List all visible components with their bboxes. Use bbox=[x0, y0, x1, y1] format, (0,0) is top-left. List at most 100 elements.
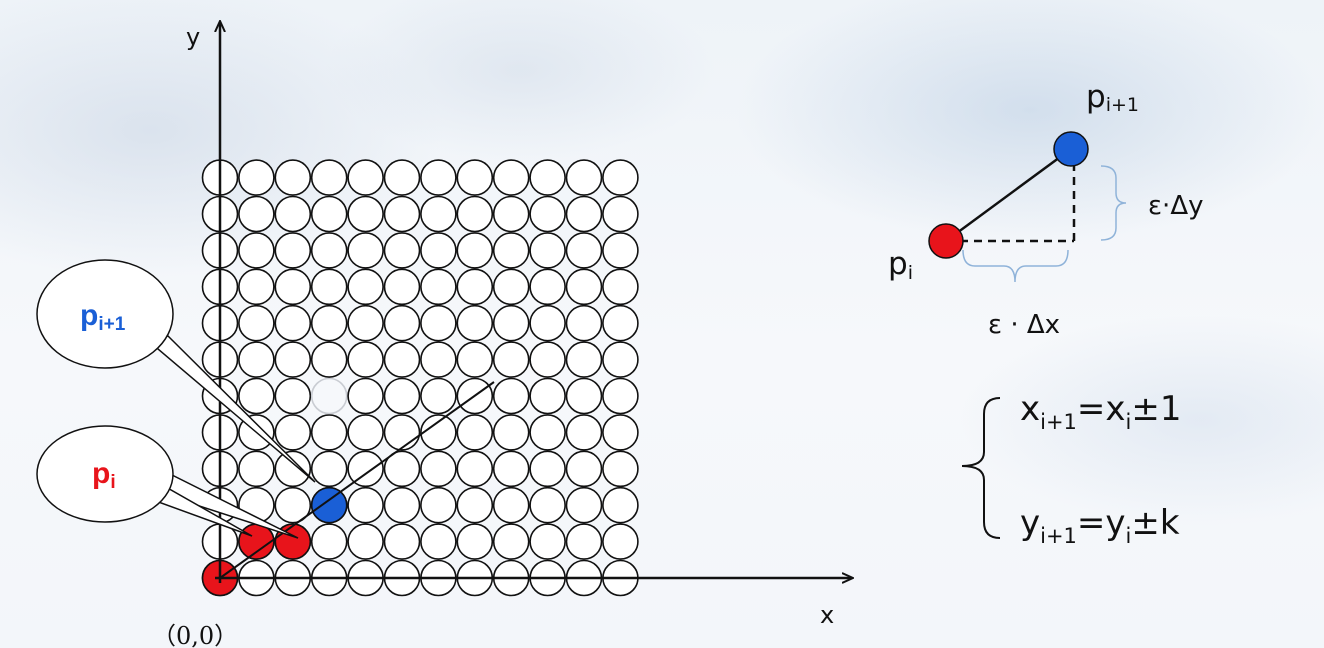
grid-pixel-circle bbox=[420, 232, 457, 269]
callout-p-i: pi bbox=[36, 425, 299, 539]
grid-pixel-circle bbox=[383, 304, 421, 342]
grid-pixel-circle bbox=[310, 195, 348, 233]
grid-pixel-circle bbox=[347, 450, 384, 488]
inset-p-i-sub: i bbox=[908, 262, 913, 284]
grid-pixel-circle bbox=[602, 304, 639, 342]
equation-x: xi+1=xi±1 bbox=[1020, 389, 1182, 434]
pixel-grid bbox=[201, 159, 639, 597]
grid-pixel-circle bbox=[383, 232, 421, 269]
grid-pixel-circle bbox=[565, 486, 603, 524]
equation-x-lhs-sub: i+1 bbox=[1040, 410, 1077, 434]
inset-p-i-base: p bbox=[888, 246, 908, 282]
inset-p-i-label: pi bbox=[888, 246, 913, 284]
equation-x-eq: =x bbox=[1077, 389, 1126, 429]
grid-pixel-circle bbox=[492, 450, 530, 488]
grid-pixel-circle bbox=[456, 341, 494, 378]
grid-pixel-circle bbox=[492, 377, 530, 415]
grid-pixel-circle bbox=[347, 159, 384, 196]
grid-pixel-circle bbox=[310, 341, 348, 378]
grid-pixel-circle bbox=[238, 195, 275, 233]
equation-x-rhs-sub: i bbox=[1126, 410, 1132, 434]
grid-pixel-circle bbox=[492, 523, 530, 560]
grid-pixel-circle bbox=[238, 377, 275, 415]
grid-pixel-circle bbox=[420, 195, 457, 233]
callout-p-i-plus-1-base: p bbox=[80, 299, 98, 332]
equation-y-lhs: y bbox=[1020, 503, 1040, 543]
step-inset: pi+1 pi ε·Δy ε · Δx bbox=[888, 79, 1204, 340]
grid-pixel-circle bbox=[420, 523, 457, 560]
grid-pixel-circle bbox=[383, 159, 421, 196]
grid-pixel-circle bbox=[310, 450, 348, 488]
grid-pixel-circle bbox=[383, 377, 421, 415]
grid-pixel-circle bbox=[565, 377, 603, 415]
callout-p-i-plus-1-sub: i+1 bbox=[98, 314, 125, 335]
grid-pixel-circle bbox=[529, 195, 566, 233]
x-axis-label: x bbox=[820, 601, 834, 629]
grid-pixel-circle bbox=[238, 268, 275, 306]
dx-brace bbox=[962, 249, 1069, 283]
grid-pixel-circle bbox=[274, 304, 312, 342]
grid-pixel-circle bbox=[310, 268, 348, 306]
grid-pixel-circle bbox=[529, 159, 566, 196]
grid-pixel-circle bbox=[420, 414, 457, 451]
inset-p-i-plus-1-point bbox=[1053, 131, 1089, 167]
grid-pixel-circle bbox=[383, 195, 421, 233]
grid-pixel-circle bbox=[529, 304, 566, 342]
grid-pixel-circle bbox=[274, 450, 312, 488]
inset-p-i-point bbox=[928, 223, 964, 259]
equation-y-eq: =y bbox=[1077, 503, 1126, 543]
grid-pixel-circle bbox=[529, 377, 566, 415]
equation-x-tail: ±1 bbox=[1131, 389, 1181, 429]
grid-pixel-circle bbox=[492, 341, 530, 378]
equation-y-lhs-sub: i+1 bbox=[1040, 524, 1077, 548]
grid-pixel-circle bbox=[383, 268, 421, 306]
grid-pixel-circle bbox=[310, 377, 348, 415]
line-segment bbox=[219, 381, 495, 579]
grid-pixel-circle bbox=[238, 232, 275, 269]
grid-pixel-circle bbox=[492, 232, 530, 269]
dy-label: ε·Δy bbox=[1148, 191, 1204, 221]
grid-pixel-circle bbox=[602, 414, 639, 451]
grid-pixel-circle bbox=[347, 304, 384, 342]
origin-label: （0,0） bbox=[152, 622, 238, 648]
grid-pixel-circle bbox=[383, 414, 421, 451]
inset-p-i-plus-1-sub: i+1 bbox=[1106, 94, 1139, 116]
grid-pixel-circle bbox=[274, 268, 312, 306]
grid-pixel-circle bbox=[602, 195, 639, 233]
inset-p-i-plus-1-label: pi+1 bbox=[1086, 79, 1139, 116]
grid-pixel-circle bbox=[565, 268, 603, 306]
grid-pixel-circle bbox=[565, 523, 603, 560]
grid-pixel-circle bbox=[383, 523, 421, 560]
grid-pixel-circle bbox=[456, 450, 494, 488]
grid-pixel-circle bbox=[420, 377, 457, 415]
grid-pixel-circle bbox=[238, 159, 275, 196]
grid-pixel-circle bbox=[492, 268, 530, 306]
equations-block: xi+1=xi±1 yi+1=yi±k bbox=[961, 389, 1182, 548]
grid-pixel-circle bbox=[274, 159, 312, 196]
grid-pixel-circle bbox=[274, 486, 312, 524]
callout-p-i-plus-1: pi+1 bbox=[36, 259, 316, 483]
grid-pixel-circle bbox=[602, 159, 639, 196]
grid-pixel-circle bbox=[602, 377, 639, 415]
grid-pixel-circle bbox=[492, 304, 530, 342]
callout-p-i-plus-1-label: pi+1 bbox=[80, 299, 126, 335]
callout-p-i-sub: i bbox=[110, 472, 115, 493]
inset-p-i-plus-1-base: p bbox=[1086, 79, 1106, 115]
grid-pixel-circle bbox=[456, 414, 494, 451]
grid-pixel-circle bbox=[529, 486, 566, 524]
grid-pixel-circle bbox=[310, 159, 348, 196]
grid-pixel-circle bbox=[274, 195, 312, 233]
callout-p-i-label: pi bbox=[92, 457, 116, 493]
grid-pixel-circle bbox=[565, 232, 603, 269]
grid-pixel-circle bbox=[347, 268, 384, 306]
grid-pixel-circle bbox=[456, 232, 494, 269]
grid-pixel-circle bbox=[310, 414, 348, 451]
grid-pixel-circle bbox=[456, 268, 494, 306]
grid-pixel-circle bbox=[420, 486, 457, 524]
grid-pixel-circle bbox=[565, 195, 603, 233]
grid-pixel-circle bbox=[492, 486, 530, 524]
grid-pixel-circle bbox=[383, 486, 421, 524]
grid-pixel-circle bbox=[347, 232, 384, 269]
grid-pixel-circle bbox=[310, 304, 348, 342]
